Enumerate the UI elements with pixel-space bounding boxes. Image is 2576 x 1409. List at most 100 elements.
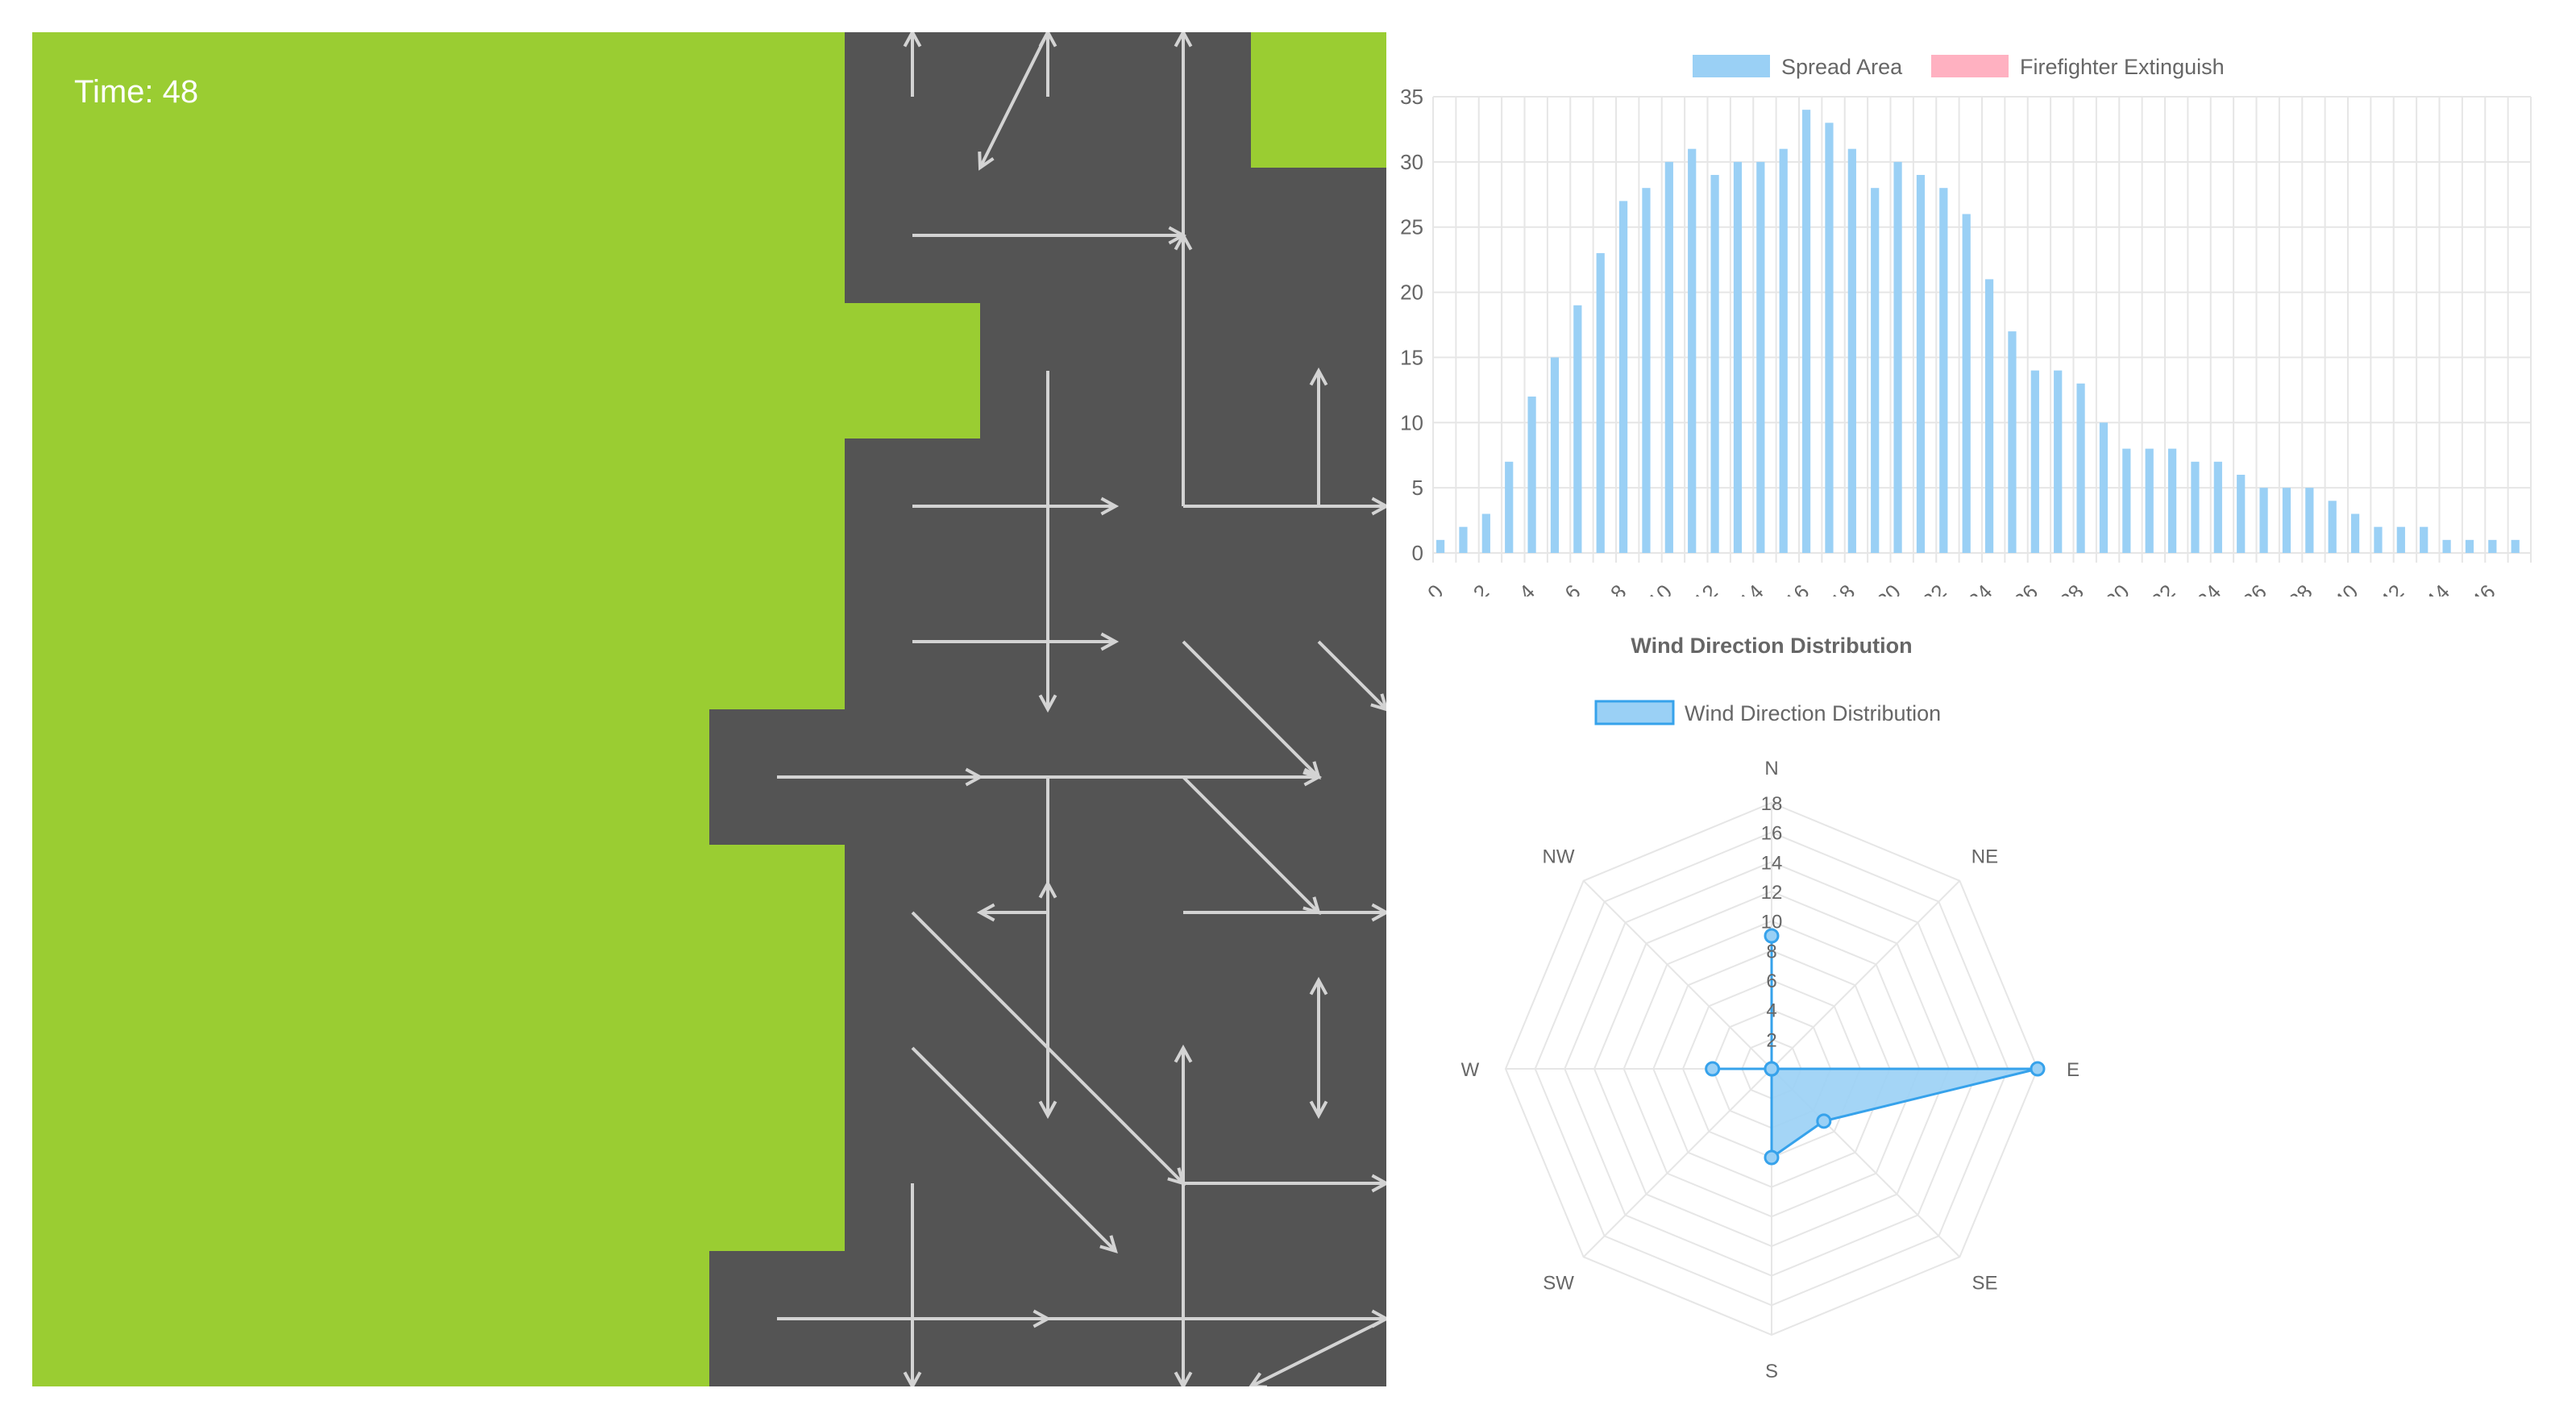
bar-spread-area <box>2054 370 2063 553</box>
radar-point[interactable] <box>1816 1113 1832 1129</box>
x-tick-label: 38 <box>2283 580 2317 596</box>
x-tick-label: 22 <box>1917 580 1951 596</box>
y-tick-label: 35 <box>1400 85 1423 109</box>
radar-axis-label: SW <box>1543 1272 1574 1294</box>
burned-area <box>32 32 1386 1386</box>
x-tick-label: 36 <box>2237 580 2271 596</box>
wind-arrow <box>976 903 1048 922</box>
wind-arrow <box>1174 1183 1193 1386</box>
x-tick-label: 10 <box>1643 580 1677 596</box>
x-tick-label: 4 <box>1514 580 1539 596</box>
bar-spread-area <box>1984 279 1994 553</box>
radar-axis-label: S <box>1765 1361 1778 1382</box>
x-tick-label: 24 <box>1963 580 1997 596</box>
y-tick-label: 5 <box>1412 476 1423 500</box>
bar-spread-area <box>2008 331 2017 553</box>
bar-spread-area <box>1688 148 1697 553</box>
x-tick-label: 6 <box>1560 580 1585 596</box>
radar-axis-label: NE <box>1971 846 1998 868</box>
y-tick-label: 25 <box>1400 215 1423 239</box>
wind-arrow <box>978 32 1049 171</box>
bar-spread-area <box>1871 188 1880 553</box>
bar-spread-area <box>1573 305 1582 553</box>
bar-spread-area <box>2420 526 2429 553</box>
wind-arrow <box>1309 976 1328 1048</box>
y-tick-label: 30 <box>1400 150 1423 174</box>
legend-item[interactable]: Firefighter Extinguish <box>1931 55 2225 79</box>
x-tick-label: 44 <box>2420 580 2454 596</box>
bar-spread-area <box>2488 539 2497 553</box>
bar-spread-area <box>1596 253 1605 553</box>
spread-area-chart: Spread Area Firefighter Extinguish 0 5 10 15… <box>1400 55 2532 596</box>
bar-spread-area <box>1756 161 1765 553</box>
wind-arrow <box>911 1046 1118 1253</box>
bar-spread-area <box>1664 161 1673 553</box>
radar-point[interactable] <box>1764 1149 1780 1166</box>
radar-point[interactable] <box>2030 1061 2046 1077</box>
bar-spread-area <box>2511 539 2520 553</box>
x-tick-label: 30 <box>2100 580 2134 596</box>
r-tick-label: 8 <box>1766 941 1776 962</box>
wind-arrow <box>1309 367 1328 506</box>
legend-item[interactable]: Spread Area <box>1693 55 1903 79</box>
time-label: Time: 48 <box>74 74 199 110</box>
bar-spread-area <box>2030 370 2039 553</box>
bar-spread-area <box>2259 488 2268 553</box>
r-tick-label: 18 <box>1761 793 1783 815</box>
bar-spread-area <box>1962 214 1971 553</box>
bar-spread-area <box>1618 201 1628 553</box>
fire-grid <box>32 32 1386 1386</box>
x-tick-label: 40 <box>2329 580 2363 596</box>
wind-arrow <box>1249 1317 1386 1386</box>
bar-spread-area <box>1435 539 1445 553</box>
svg-text:Firefighter Extinguish: Firefighter Extinguish <box>2020 55 2225 79</box>
x-tick-label: 8 <box>1606 580 1631 596</box>
wind-arrow <box>1174 32 1193 235</box>
r-tick-label: 2 <box>1766 1029 1776 1051</box>
r-tick-label: 4 <box>1766 1000 1776 1022</box>
bar-spread-area <box>1642 188 1651 553</box>
wind-arrow <box>1174 231 1193 506</box>
bar-spread-area <box>1505 461 1514 553</box>
bar-spread-area <box>1939 188 1948 553</box>
wind-arrow <box>1183 497 1386 516</box>
r-tick-label: 14 <box>1761 852 1783 874</box>
bar-spread-area <box>1801 110 1811 554</box>
bar-spread-area <box>2191 461 2200 553</box>
wind-arrow <box>1038 371 1057 713</box>
wind-arrow <box>980 767 1323 787</box>
burned-cell <box>1251 32 1386 168</box>
wind-arrow <box>1309 1048 1328 1120</box>
wind-arrow <box>912 497 1120 516</box>
x-tick-label: 32 <box>2146 580 2180 596</box>
radar-spoke <box>1582 879 1772 1070</box>
radar-point[interactable] <box>1764 928 1780 944</box>
bar-chart-legend: Spread Area Firefighter Extinguish <box>1693 55 2225 79</box>
x-tick-label: 28 <box>2055 580 2088 596</box>
radar-point[interactable] <box>1764 1061 1780 1077</box>
bar-spread-area <box>2167 448 2177 553</box>
bar-spread-area <box>2237 474 2246 553</box>
bar-spread-area <box>2465 539 2474 553</box>
radar-axis-label: NW <box>1543 846 1575 868</box>
svg-text:Wind Direction Distribution: Wind Direction Distribution <box>1685 701 1941 725</box>
x-tick-label: 18 <box>1826 580 1860 596</box>
bar-spread-area <box>2374 526 2383 553</box>
bar-spread-area <box>1893 161 1902 553</box>
wind-direction-chart: Wind Direction Distribution Wind Directi… <box>1461 634 2079 1382</box>
bar-spread-area <box>2396 526 2405 553</box>
bar-spread-area <box>1459 526 1468 553</box>
bar-spread-area <box>2122 448 2131 553</box>
radar-chart-legend: Wind Direction Distribution <box>1594 700 1941 725</box>
bar-spread-area <box>2350 513 2360 553</box>
wind-arrow <box>1038 879 1057 912</box>
x-tick-label: 16 <box>1780 580 1814 596</box>
radar-point[interactable] <box>1705 1061 1721 1077</box>
legend-item[interactable]: Wind Direction Distribution <box>1594 700 1941 725</box>
bar-spread-area <box>2099 422 2109 553</box>
radar-axis-label: N <box>1764 758 1778 779</box>
bar-spread-area <box>1916 175 1926 553</box>
bar-spread-area <box>2328 501 2337 553</box>
radar-spoke <box>1771 879 1961 1070</box>
r-tick-label: 10 <box>1761 912 1783 933</box>
